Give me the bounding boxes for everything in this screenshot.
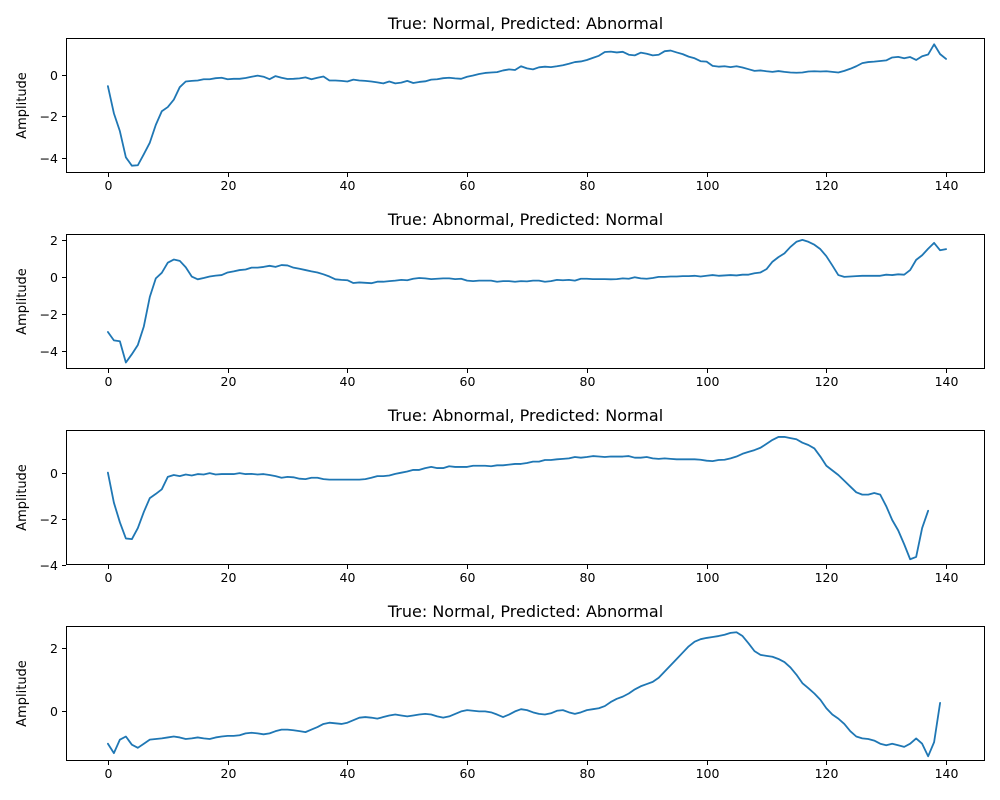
x-tick-label: 0 [105,178,113,193]
x-tick-label: 20 [221,766,237,781]
x-tick-label: 100 [696,766,720,781]
x-tick-label: 140 [935,178,959,193]
y-tick-label: 0 [50,68,58,83]
plot-frame [66,626,985,761]
chart-title: True: Normal, Predicted: Abnormal [387,14,663,33]
y-tick-label: 0 [50,270,58,285]
subplot-1: True: Normal, Predicted: Abnormal Amplitu… [15,14,985,193]
chart-title: True: Abnormal, Predicted: Normal [387,210,663,229]
x-tick-label: 140 [935,766,959,781]
x-tick-label: 60 [460,570,476,585]
y-tick-label: −2 [40,512,58,527]
x-tick-label: 0 [105,374,113,389]
x-tick-label: 140 [935,570,959,585]
x-tick-label: 60 [460,374,476,389]
y-axis-label: Amplitude [15,72,30,139]
x-tick-label: 140 [935,374,959,389]
x-tick-label: 60 [460,766,476,781]
plot-frame [66,430,985,565]
plot-frame [66,234,985,369]
y-tick-label: −2 [40,307,58,322]
subplot-4: True: Normal, Predicted: Abnormal Amplitu… [15,602,985,781]
subplot-2: True: Abnormal, Predicted: Normal Amplitu… [15,210,985,389]
x-tick-label: 20 [221,178,237,193]
x-tick-label: 120 [815,570,839,585]
x-tick-label: 0 [105,766,113,781]
x-tick-label: 80 [580,374,596,389]
plot-frame [66,38,985,173]
y-axis-label: Amplitude [15,464,30,531]
y-axis-label: Amplitude [15,660,30,727]
x-tick-label: 20 [221,374,237,389]
x-tick-label: 100 [696,570,720,585]
x-tick-label: 100 [696,178,720,193]
x-tick-label: 60 [460,178,476,193]
x-tick-label: 20 [221,570,237,585]
series-line [107,631,941,758]
y-tick-label: −2 [40,109,58,124]
x-tick-label: 80 [580,570,596,585]
chart-title: True: Abnormal, Predicted: Normal [387,406,663,425]
x-tick-label: 120 [815,374,839,389]
y-axis-label: Amplitude [15,268,30,335]
chart-title: True: Normal, Predicted: Abnormal [387,602,663,621]
series-line [107,43,947,167]
y-tick-label: −4 [40,558,58,573]
y-tick-label: −4 [40,344,58,359]
x-tick-label: 120 [815,178,839,193]
x-tick-label: 100 [696,374,720,389]
y-tick-label: 0 [50,466,58,481]
x-tick-label: 80 [580,766,596,781]
y-tick-label: 0 [50,704,58,719]
y-tick-label: 2 [50,233,58,248]
x-tick-label: 40 [340,374,356,389]
x-tick-label: 120 [815,766,839,781]
series-line [107,436,930,561]
y-tick-label: 2 [50,641,58,656]
x-tick-label: 40 [340,178,356,193]
y-tick-label: −4 [40,151,58,166]
x-tick-label: 40 [340,570,356,585]
x-tick-label: 80 [580,178,596,193]
x-tick-label: 40 [340,766,356,781]
x-tick-label: 0 [105,570,113,585]
subplot-3: True: Abnormal, Predicted: Normal Amplitu… [15,406,985,585]
series-line [107,239,947,364]
